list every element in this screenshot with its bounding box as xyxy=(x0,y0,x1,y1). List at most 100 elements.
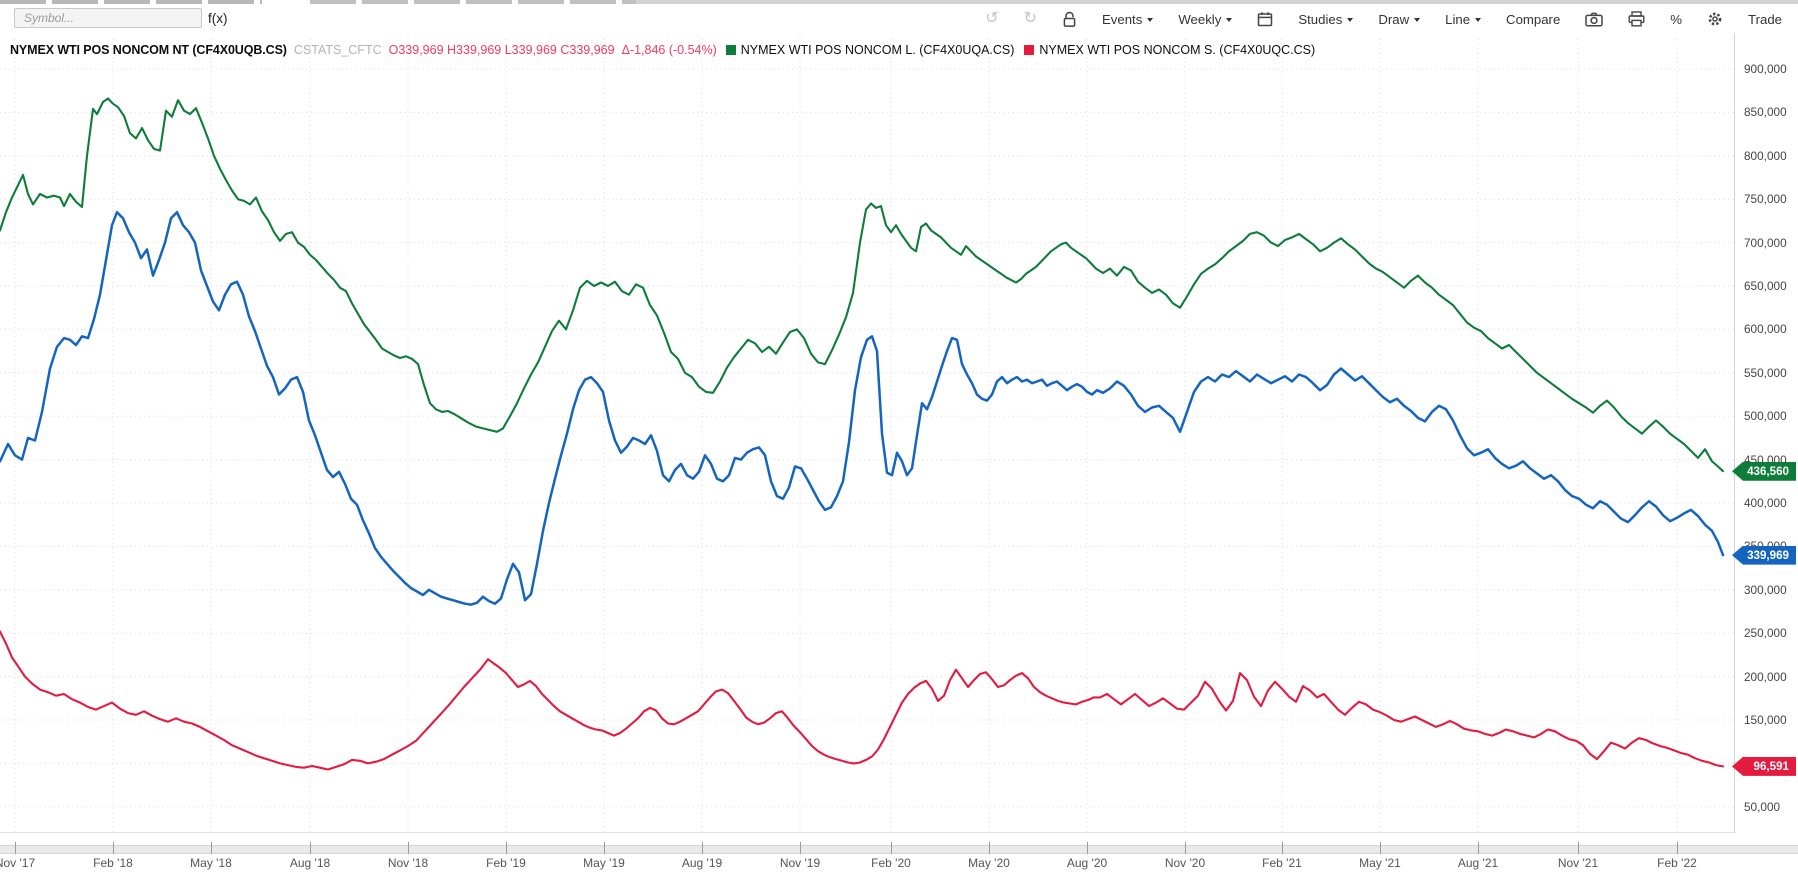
plot-bottom-border xyxy=(0,832,1734,833)
y-axis-label: 200,000 xyxy=(1744,669,1787,684)
x-axis-tick xyxy=(1087,842,1088,854)
last-price-short: 96,591 xyxy=(1732,756,1796,776)
redo-icon[interactable]: ↻ xyxy=(1023,10,1037,27)
y-axis-label: 900,000 xyxy=(1744,62,1787,76)
x-axis-tick xyxy=(113,842,114,854)
chart-area[interactable]: NYMEX WTI POS NONCOM NT (CF4X0UQB.CS) CS… xyxy=(0,33,1798,876)
y-axis-label: 50,000 xyxy=(1744,799,1781,814)
chevron-down-icon xyxy=(1347,17,1354,22)
last-price-net: 339,969 xyxy=(1732,545,1796,565)
y-axis-label: 800,000 xyxy=(1744,148,1787,163)
x-axis-label: Feb '21 xyxy=(1262,856,1302,870)
x-axis-label: May '19 xyxy=(583,856,625,870)
percent-button[interactable]: % xyxy=(1670,11,1683,27)
x-axis-label: Nov '17 xyxy=(0,856,36,870)
tab-strip-middle xyxy=(310,0,636,4)
legend-series-1[interactable]: NYMEX WTI POS NONCOM S. (CF4X0UQC.CS) xyxy=(1024,43,1315,57)
x-axis-label: Nov '19 xyxy=(779,856,821,870)
x-axis-label: Nov '20 xyxy=(1164,856,1206,870)
y-axis-label: 500,000 xyxy=(1744,409,1787,424)
comparison-legends: NYMEX WTI POS NONCOM L. (CF4X0UQA.CS) NYM… xyxy=(724,43,1315,58)
y-axis-label: 750,000 xyxy=(1744,192,1787,207)
x-axis-scrollbar[interactable] xyxy=(0,845,1798,854)
legend-swatch-icon xyxy=(1024,44,1035,55)
main-toolbar: f(x) ↺ ↻ Events Weekly Studies Draw Line Compar… xyxy=(0,4,1798,35)
line-menu[interactable]: Line xyxy=(1445,12,1482,27)
x-axis-label: May '18 xyxy=(190,856,232,870)
ohlc-h: H339,969 xyxy=(447,43,502,57)
compare-button[interactable]: Compare xyxy=(1506,11,1561,27)
x-axis-tick xyxy=(310,842,311,854)
x-axis-tick xyxy=(1578,842,1579,854)
symbol-input[interactable] xyxy=(14,8,202,28)
x-axis-tick xyxy=(989,842,990,854)
tab-strip-right xyxy=(636,0,1798,4)
chart-legend: NYMEX WTI POS NONCOM NT (CF4X0UQB.CS) CS… xyxy=(10,42,1315,58)
plot-canvas[interactable] xyxy=(0,33,1734,833)
last-price-long: 436,560 xyxy=(1732,461,1796,481)
chevron-down-icon xyxy=(1414,17,1421,22)
x-axis-tick xyxy=(1380,842,1381,854)
x-axis-tick xyxy=(506,842,507,854)
x-axis-label: Aug '21 xyxy=(1457,856,1499,870)
y-axis-label: 650,000 xyxy=(1744,279,1787,293)
x-axis-label: May '21 xyxy=(1359,856,1401,870)
trade-button[interactable]: Trade xyxy=(1748,11,1782,27)
x-axis-tick xyxy=(1282,842,1283,854)
undo-icon[interactable]: ↺ xyxy=(985,10,999,27)
x-axis-label: Aug '18 xyxy=(289,856,331,870)
events-menu[interactable]: Events xyxy=(1102,12,1154,27)
x-axis-label: Feb '18 xyxy=(93,856,133,870)
x-axis-label: Aug '19 xyxy=(681,856,723,870)
legend-change-value: Δ-1,846 (-0.54%) xyxy=(621,43,717,57)
x-axis-label: Feb '19 xyxy=(486,856,526,870)
x-axis-tick xyxy=(211,842,212,854)
unlock-icon[interactable] xyxy=(1062,11,1077,28)
y-axis-panel[interactable]: 900,000 850,000 800,000 750,000 700,000 650,0… xyxy=(1734,33,1798,833)
y-axis-label: 600,000 xyxy=(1744,322,1787,337)
x-axis-tick xyxy=(604,842,605,854)
y-axis-label: 250,000 xyxy=(1744,626,1787,641)
x-axis-label: Nov '21 xyxy=(1557,856,1599,870)
x-axis-tick xyxy=(1677,842,1678,854)
y-axis-label: 850,000 xyxy=(1744,105,1787,120)
x-axis-tick xyxy=(891,842,892,854)
series-line-0 xyxy=(0,97,1725,473)
x-axis-tick xyxy=(408,842,409,854)
settings-gear-icon[interactable] xyxy=(1707,11,1723,27)
x-axis-panel[interactable]: Nov '17 Feb '18 May '18 Aug '18 Nov '18 Feb '… xyxy=(0,833,1798,876)
x-axis-label: Feb '20 xyxy=(871,856,911,870)
x-axis-label: May '20 xyxy=(968,856,1010,870)
window-tab-strip xyxy=(0,0,1798,4)
studies-menu[interactable]: Studies xyxy=(1298,12,1354,27)
fx-button[interactable]: f(x) xyxy=(208,11,228,26)
x-axis-label: Nov '18 xyxy=(387,856,429,870)
y-axis-label: 300,000 xyxy=(1744,582,1787,597)
y-axis-label: 700,000 xyxy=(1744,235,1787,250)
camera-icon[interactable] xyxy=(1585,12,1604,27)
chevron-down-icon xyxy=(1147,17,1154,22)
main-series-title: NYMEX WTI POS NONCOM NT (CF4X0UQB.CS) xyxy=(10,43,287,57)
toolbar-right-group: ↺ ↻ Events Weekly Studies Draw Line Compare% Tra… xyxy=(985,4,1782,34)
x-axis-label: Feb '22 xyxy=(1657,856,1697,870)
draw-menu[interactable]: Draw xyxy=(1378,12,1421,27)
x-axis-tick xyxy=(702,842,703,854)
ohlc-l: L339,969 xyxy=(504,43,557,57)
x-axis-tick xyxy=(15,842,16,854)
y-axis-label: 150,000 xyxy=(1744,713,1787,727)
chevron-down-icon xyxy=(1226,17,1233,22)
ohlc-o: O339,969 xyxy=(388,43,444,57)
tab-strip-left xyxy=(0,0,262,4)
print-icon[interactable] xyxy=(1628,11,1645,27)
y-axis-label: 550,000 xyxy=(1744,365,1787,380)
weekly-menu[interactable]: Weekly xyxy=(1178,12,1233,27)
series-line-2 xyxy=(0,630,1725,771)
x-axis-tick xyxy=(1185,842,1186,854)
legend-series-0[interactable]: NYMEX WTI POS NONCOM L. (CF4X0UQA.CS) xyxy=(725,43,1014,57)
chevron-down-icon xyxy=(1475,17,1482,22)
x-axis-tick xyxy=(800,842,801,854)
calendar-icon[interactable] xyxy=(1257,11,1273,27)
legend-source-label: CSTATS_CFTC xyxy=(293,43,382,57)
x-axis-label: Aug '20 xyxy=(1066,856,1108,870)
